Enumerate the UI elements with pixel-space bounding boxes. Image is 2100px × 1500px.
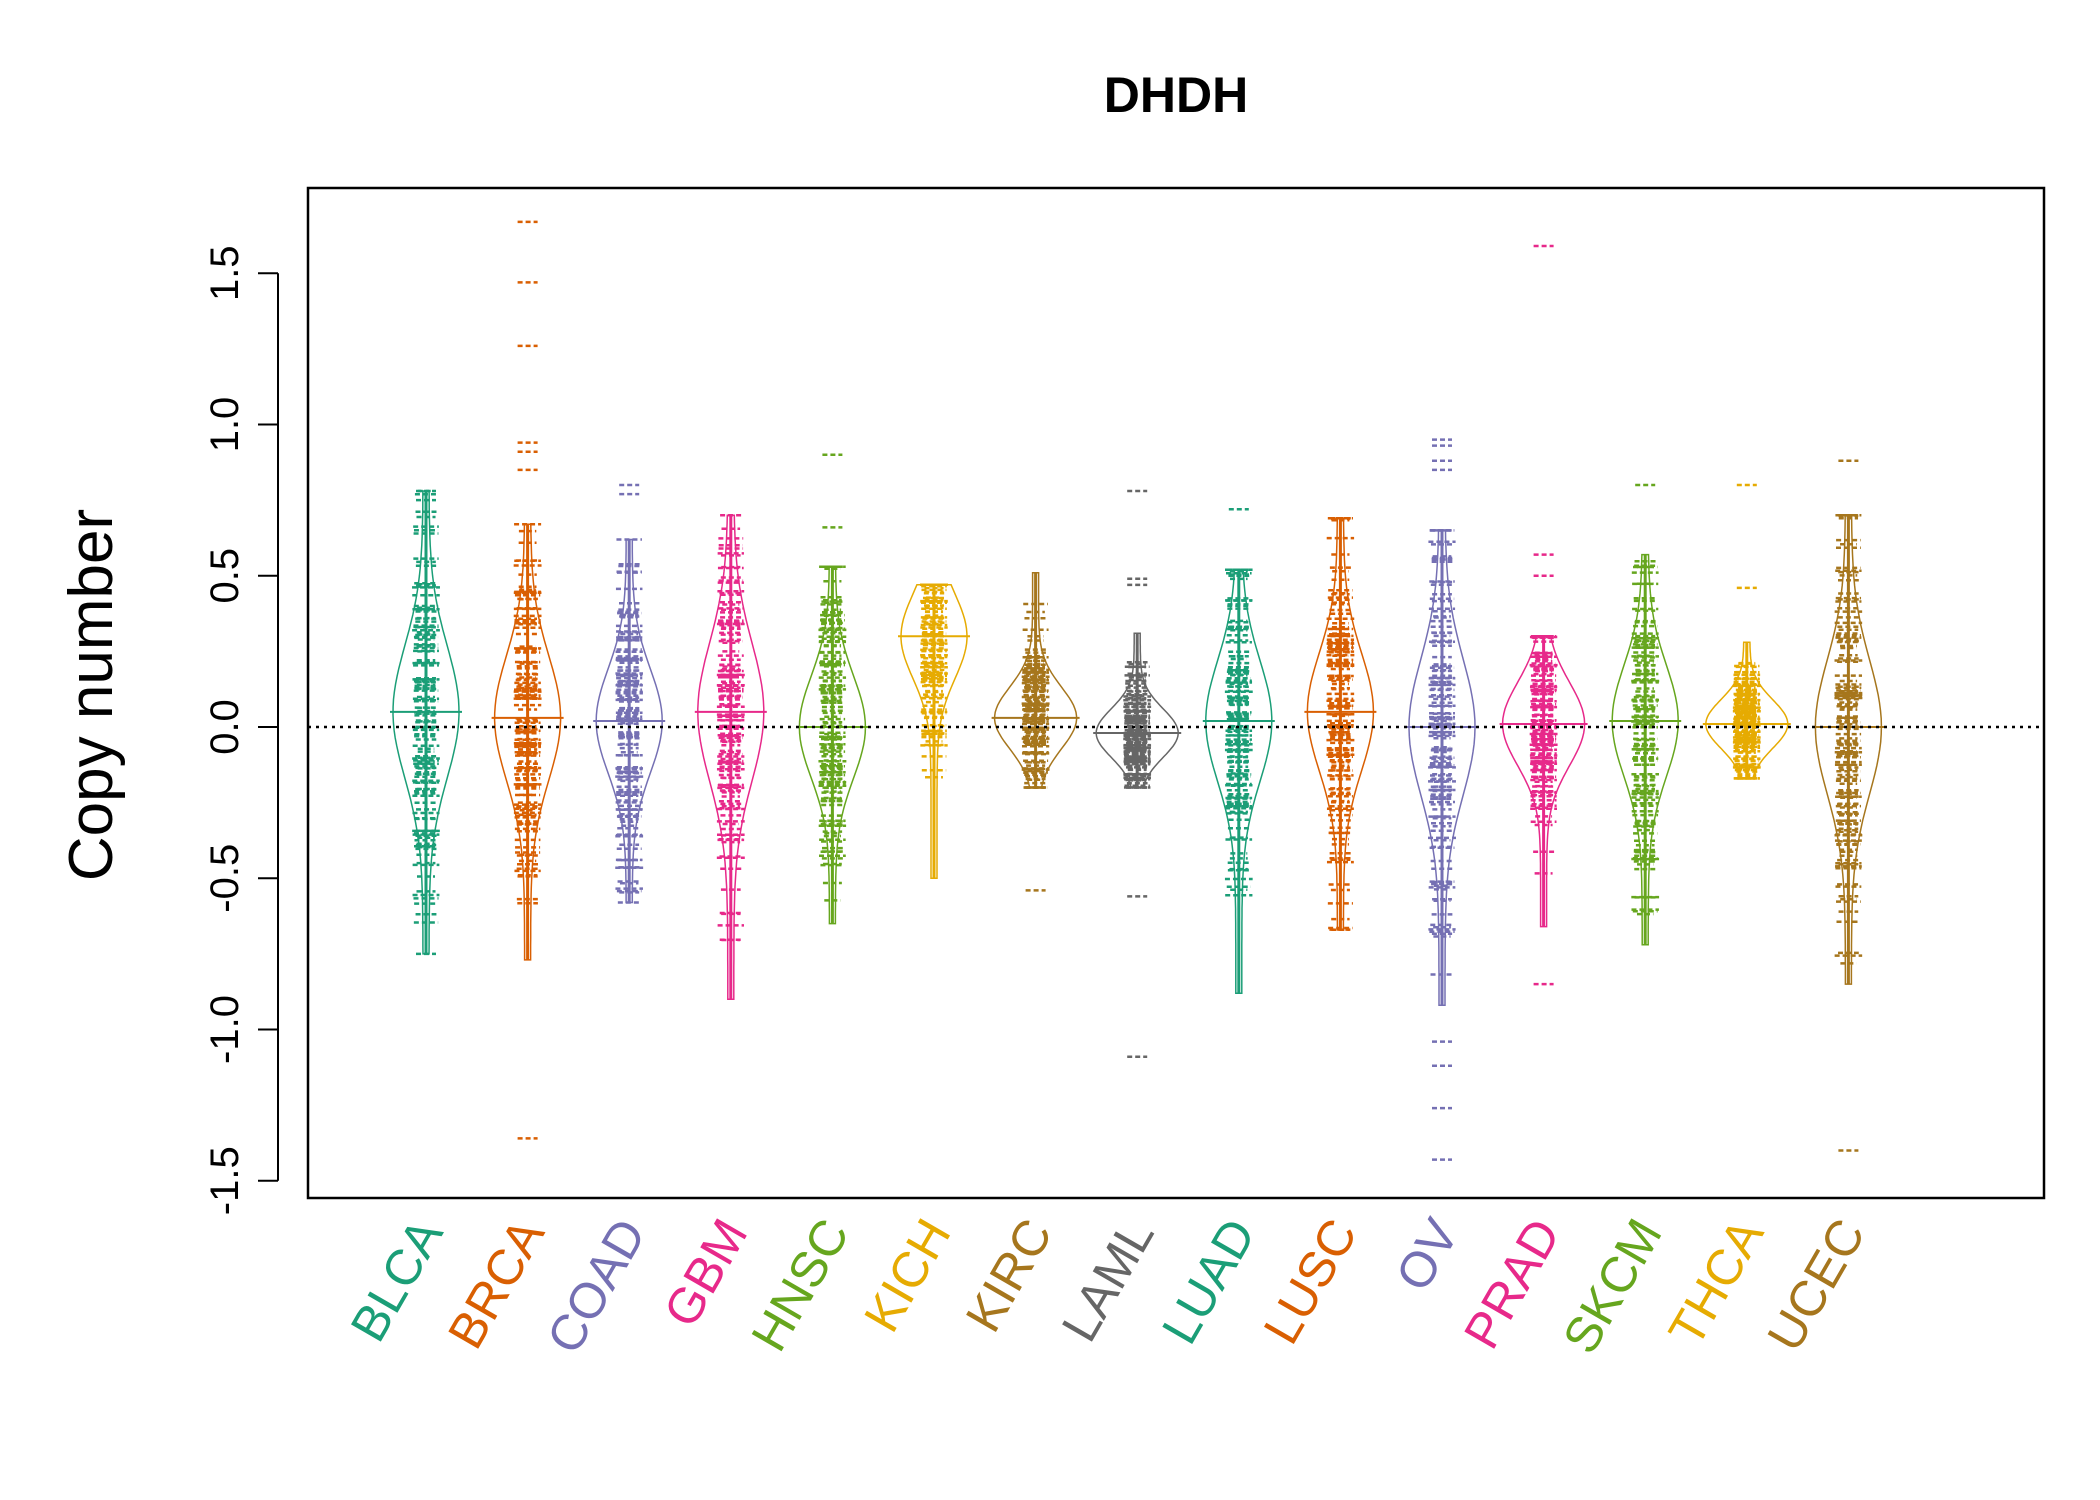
y-tick-label: 0.5 <box>203 548 247 604</box>
chart-title: DHDH <box>1104 67 1248 123</box>
bean-hnsc <box>796 453 869 925</box>
bean-thca <box>1702 483 1791 780</box>
bean-skcm <box>1609 483 1682 946</box>
bean-brca <box>491 220 564 1140</box>
y-tick-label: -1.5 <box>203 1146 247 1215</box>
bean-kich <box>898 583 970 880</box>
y-tick-label: 1.5 <box>203 245 247 301</box>
bean-luad <box>1202 507 1275 994</box>
bean-prad <box>1499 244 1588 986</box>
bean-laml <box>1093 489 1182 1058</box>
plot-area <box>308 220 2044 1161</box>
y-tick-label: -0.5 <box>203 844 247 913</box>
y-axis: -1.5 -1.0 -0.5 0.0 0.5 1.0 1.5 <box>203 245 279 1215</box>
y-tick-label: -1.0 <box>203 995 247 1064</box>
y-axis-label: Copy number <box>57 509 126 881</box>
bean-gbm <box>694 514 767 1001</box>
y-tick-label: 0.0 <box>203 699 247 755</box>
bean-coad <box>593 483 666 904</box>
bean-ucec <box>1812 459 1885 1152</box>
plot-frame <box>306 186 2046 1200</box>
bean-ov <box>1406 438 1478 1161</box>
y-tick-label: 1.0 <box>203 397 247 453</box>
bean-lusc <box>1304 517 1377 931</box>
bean-blca <box>390 489 462 956</box>
